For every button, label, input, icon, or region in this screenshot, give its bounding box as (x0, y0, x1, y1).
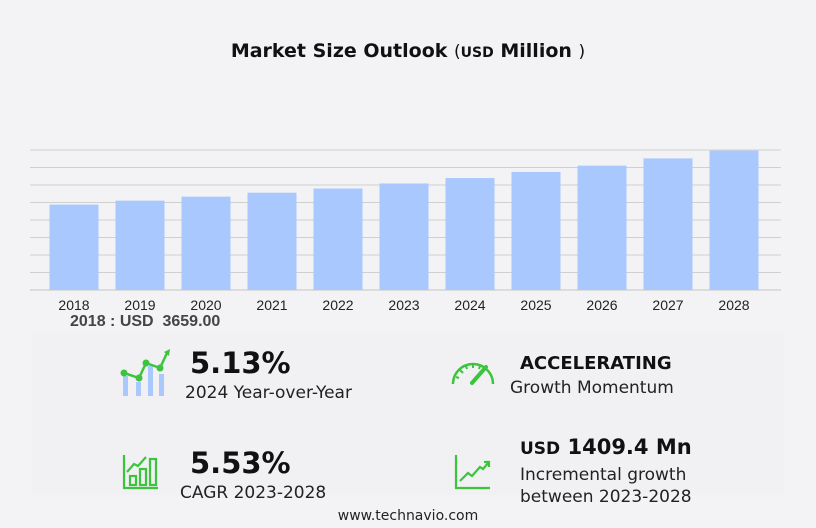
bar-2028 (709, 150, 759, 290)
title-paren-close: ) (578, 42, 586, 62)
title-unit-word: Million (500, 40, 572, 62)
x-tick-label: 2022 (322, 297, 353, 313)
momentum-label: Growth Momentum (510, 378, 674, 398)
x-tick-label: 2018 (58, 297, 89, 313)
x-tick-label: 2027 (652, 297, 683, 313)
yoy-label: 2024 Year-over-Year (185, 383, 352, 403)
x-tick-label: 2024 (454, 297, 485, 313)
speedometer-icon (451, 362, 495, 385)
x-tick-label: 2025 (520, 297, 551, 313)
x-tick-label: 2026 (586, 297, 617, 313)
title-text: Market Size Outlook (230, 40, 448, 62)
incremental-amount: 1409.4 Mn (567, 435, 692, 459)
title-unit: USD (460, 45, 494, 61)
line-growth-icon (454, 455, 491, 490)
bar-2018 (49, 204, 99, 290)
x-tick-label: 2020 (190, 297, 221, 313)
cagr-label: CAGR 2023-2028 (180, 483, 327, 503)
growth-chart-icon (120, 349, 170, 396)
bar-2022 (313, 188, 363, 290)
title-paren-open: ( (454, 42, 461, 62)
x-tick-label: 2023 (388, 297, 419, 313)
bar-2027 (643, 158, 693, 290)
chart-title: Market Size Outlook (USD Million ) (0, 40, 816, 62)
incremental-unit: USD (520, 439, 561, 459)
x-tick-label: 2021 (256, 297, 287, 313)
bar-2024 (445, 178, 495, 290)
bar-2021 (247, 192, 297, 290)
yoy-value: 5.13% (190, 346, 291, 380)
base-year-value: 2018 : USD 3659.00 (70, 313, 221, 330)
x-tick-label: 2028 (718, 297, 749, 313)
cagr-value: 5.53% (190, 446, 291, 480)
footer-url: www.technavio.com (337, 508, 479, 524)
momentum-value: ACCELERATING (520, 353, 672, 374)
bar-chart: 2018 2019 2020 2021 2022 2023 2024 2025 2026 2027… (30, 149, 781, 313)
incremental-label-2: between 2023-2028 (520, 487, 692, 507)
incremental-value: USD 1409.4 Mn (520, 435, 692, 459)
bar-growth-icon (122, 455, 158, 490)
bar-2023 (379, 183, 429, 290)
x-tick-label: 2019 (124, 297, 155, 313)
bar-2025 (511, 171, 561, 290)
bar-2020 (181, 196, 231, 290)
stats-panel (32, 333, 784, 495)
bar-2019 (115, 200, 165, 290)
bar-2026 (577, 165, 627, 290)
incremental-label-1: Incremental growth (520, 465, 687, 485)
